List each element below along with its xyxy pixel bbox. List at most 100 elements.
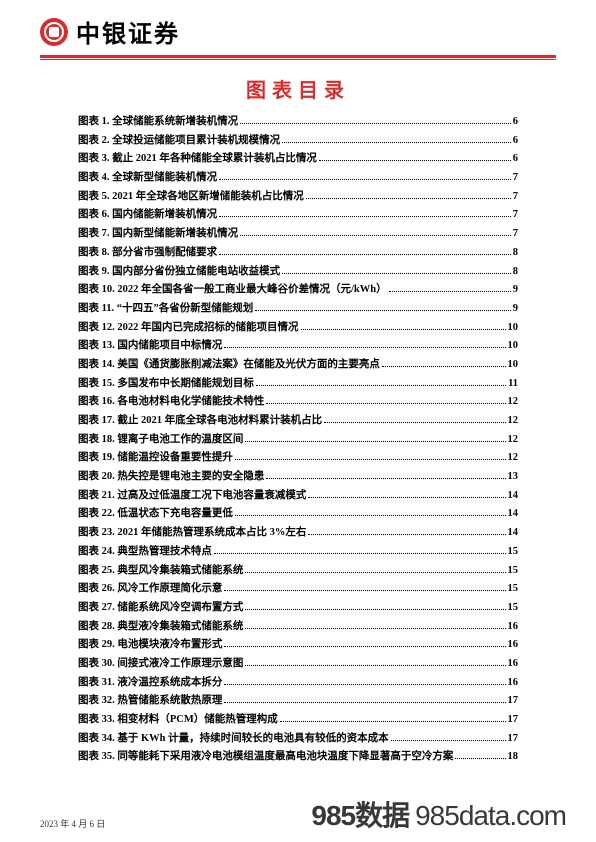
toc-leader-dots [301,329,506,330]
toc-leader-dots [391,740,506,741]
toc-leader-dots [235,515,506,516]
toc-leader-dots [214,553,506,554]
toc-leader-dots [224,590,505,591]
toc-leader-dots [219,254,511,255]
toc-label: 图表 7. 国内新型储能新增装机情况 [78,225,238,244]
toc-page-number: 12 [508,431,519,450]
toc-leader-dots [245,628,505,629]
brand-name: 中银证券 [76,14,180,49]
toc-leader-dots [224,646,505,647]
toc-row: 图表 2. 全球投运储能项目累计装机规模情况6 [78,132,518,151]
toc-row: 图表 18. 锂离子电池工作的温度区间 12 [78,431,518,450]
toc-page-number: 16 [508,636,519,655]
toc-row: 图表 23. 2021 年储能热管理系统成本占比 3%左右14 [78,524,518,543]
toc-row: 图表 28. 典型液冷集装箱式储能系统 16 [78,618,518,637]
toc-label: 图表 15. 多国发布中长期储能规划目标 [78,375,254,394]
toc-page-number: 17 [508,730,519,749]
toc-label: 图表 21. 过高及过低温度工况下电池容量衰减模式 [78,487,306,506]
toc-page-number: 14 [508,505,519,524]
toc-leader-dots [240,235,511,236]
toc-row: 图表 30. 间接式液冷工作原理示意图 16 [78,655,518,674]
toc-page-number: 7 [513,225,518,244]
toc-row: 图表 33. 相变材料（PCM）储能热管理构成17 [78,711,518,730]
toc-row: 图表 26. 风冷工作原理简化示意15 [78,580,518,599]
toc-leader-dots [245,441,505,442]
toc-page-number: 13 [508,468,519,487]
toc-page-number: 16 [508,618,519,637]
toc-leader-dots [455,758,505,759]
toc-leader-dots [308,534,505,535]
toc-label: 图表 33. 相变材料（PCM）储能热管理构成 [78,711,278,730]
toc-page-number: 16 [508,674,519,693]
toc-leader-dots [219,216,511,217]
toc-leader-dots [266,403,505,404]
toc-label: 图表 31. 液冷温控系统成本拆分 [78,674,222,693]
page-header: 中银证券 [0,0,596,55]
toc-label: 图表 22. 低温状态下充电容量更低 [78,505,233,524]
toc-row: 图表 17. 截止 2021 年底全球各电池材料累计装机占比12 [78,412,518,431]
toc-row: 图表 4. 全球新型储能装机情况7 [78,169,518,188]
toc-page-number: 9 [513,300,518,319]
toc-page-number: 11 [508,375,518,394]
toc-row: 图表 14. 美国《通货膨胀削减法案》在储能及光伏方面的主要亮点 10 [78,356,518,375]
toc-leader-dots [224,702,505,703]
toc-label: 图表 23. 2021 年储能热管理系统成本占比 3%左右 [78,524,306,543]
toc-label: 图表 16. 各电池材料电化学储能技术特性 [78,393,264,412]
toc-page-number: 7 [513,206,518,225]
toc-row: 图表 20. 热失控是锂电池主要的安全隐患13 [78,468,518,487]
toc-row: 图表 15. 多国发布中长期储能规划目标 11 [78,375,518,394]
toc-page-number: 10 [508,337,519,356]
toc-page-number: 15 [508,543,519,562]
toc-leader-dots [308,497,505,498]
toc-row: 图表 34. 基于 KWh 计量，持续时间较长的电池具有较低的资本成本 17 [78,730,518,749]
toc-leader-dots [245,609,505,610]
toc-label: 图表 6. 国内储能新增装机情况 [78,206,217,225]
toc-leader-dots [224,347,505,348]
toc-leader-dots [280,721,506,722]
toc-label: 图表 28. 典型液冷集装箱式储能系统 [78,618,243,637]
toc-leader-dots [282,142,511,143]
toc-row: 图表 35. 同等能耗下采用液冷电池模组温度最高电池块温度下降显著高于空冷方案 1… [78,748,518,767]
toc-page-number: 7 [513,188,518,207]
toc-row: 图表 32. 热管储能系统散热原理17 [78,692,518,711]
toc-row: 图表 12. 2022 年国内已完成招标的储能项目情况10 [78,319,518,338]
toc-page-number: 15 [508,580,519,599]
toc-leader-dots [282,273,511,274]
toc-row: 图表 9. 国内部分省份独立储能电站收益模式8 [78,263,518,282]
toc-label: 图表 30. 间接式液冷工作原理示意图 [78,655,243,674]
toc-page-number: 6 [513,113,518,132]
toc-label: 图表 13. 国内储能项目中标情况 [78,337,222,356]
toc-row: 图表 13. 国内储能项目中标情况 10 [78,337,518,356]
toc-label: 图表 24. 典型热管理技术特点 [78,543,212,562]
toc-label: 图表 27. 储能系统风冷空调布置方式 [78,599,243,618]
toc-page-number: 6 [513,150,518,169]
toc-label: 图表 14. 美国《通货膨胀削减法案》在储能及光伏方面的主要亮点 [78,356,380,375]
toc-leader-dots [256,385,506,386]
toc-page-number: 10 [508,319,519,338]
toc-leader-dots [266,478,505,479]
toc-row: 图表 1. 全球储能系统新增装机情况6 [78,113,518,132]
toc-page-number: 16 [508,655,519,674]
table-of-contents: 图表 1. 全球储能系统新增装机情况6图表 2. 全球投运储能项目累计装机规模情… [0,113,596,767]
toc-label: 图表 3. 截止 2021 年各种储能全球累计装机占比情况 [78,150,317,169]
toc-row: 图表 31. 液冷温控系统成本拆分 16 [78,674,518,693]
toc-page-number: 12 [508,393,519,412]
toc-label: 图表 34. 基于 KWh 计量，持续时间较长的电池具有较低的资本成本 [78,730,389,749]
toc-row: 图表 27. 储能系统风冷空调布置方式15 [78,599,518,618]
toc-row: 图表 5. 2021 年全球各地区新增储能装机占比情况 7 [78,188,518,207]
toc-leader-dots [324,422,505,423]
toc-label: 图表 9. 国内部分省份独立储能电站收益模式 [78,263,280,282]
toc-label: 图表 32. 热管储能系统散热原理 [78,692,222,711]
toc-label: 图表 18. 锂离子电池工作的温度区间 [78,431,243,450]
watermark: 985数据985data.com [311,794,566,834]
toc-page-number: 10 [508,356,519,375]
toc-label: 图表 5. 2021 年全球各地区新增储能装机占比情况 [78,188,304,207]
toc-page-number: 8 [513,244,518,263]
toc-label: 图表 35. 同等能耗下采用液冷电池模组温度最高电池块温度下降显著高于空冷方案 [78,748,453,767]
toc-label: 图表 29. 电池模块液冷布置形式 [78,636,222,655]
toc-leader-dots [389,291,511,292]
brand-logo-icon [40,18,68,46]
toc-page-number: 12 [508,412,519,431]
toc-page-number: 7 [513,169,518,188]
toc-page-number: 18 [508,748,519,767]
